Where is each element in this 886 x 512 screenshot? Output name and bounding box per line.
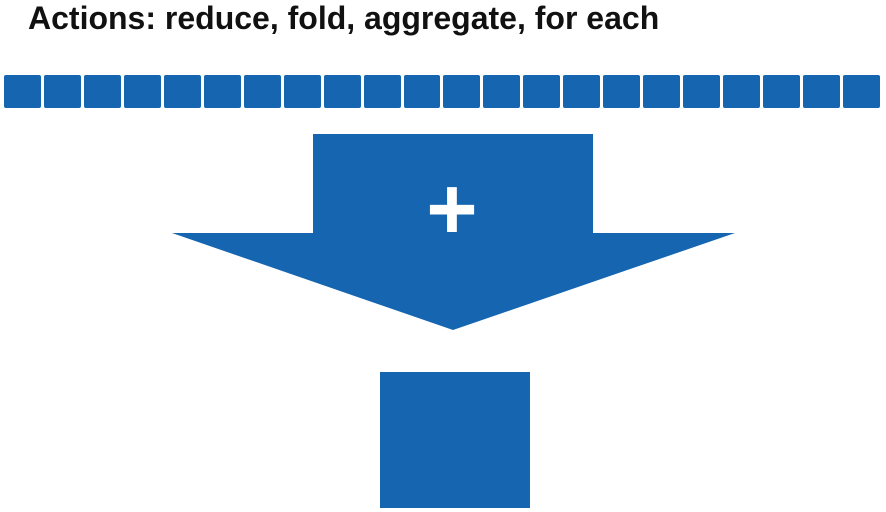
input-element	[363, 75, 401, 108]
input-element	[803, 75, 841, 108]
input-element	[203, 75, 241, 108]
input-element	[523, 75, 561, 108]
input-element	[843, 75, 880, 108]
input-element	[643, 75, 681, 108]
input-element	[283, 75, 321, 108]
input-element	[763, 75, 801, 108]
input-element	[403, 75, 441, 108]
input-elements-row	[4, 75, 880, 108]
input-element	[443, 75, 481, 108]
input-element	[43, 75, 81, 108]
input-element	[123, 75, 161, 108]
input-element	[723, 75, 761, 108]
page-title: Actions: reduce, fold, aggregate, for ea…	[28, 0, 660, 36]
input-element	[243, 75, 281, 108]
input-element	[483, 75, 521, 108]
input-element	[323, 75, 361, 108]
input-element	[603, 75, 641, 108]
input-element	[563, 75, 601, 108]
plus-operator: +	[426, 159, 478, 258]
input-element	[4, 75, 41, 108]
input-element	[163, 75, 201, 108]
result-element	[380, 372, 530, 508]
input-element	[683, 75, 721, 108]
input-element	[83, 75, 121, 108]
reduce-arrow-shape	[172, 134, 735, 330]
